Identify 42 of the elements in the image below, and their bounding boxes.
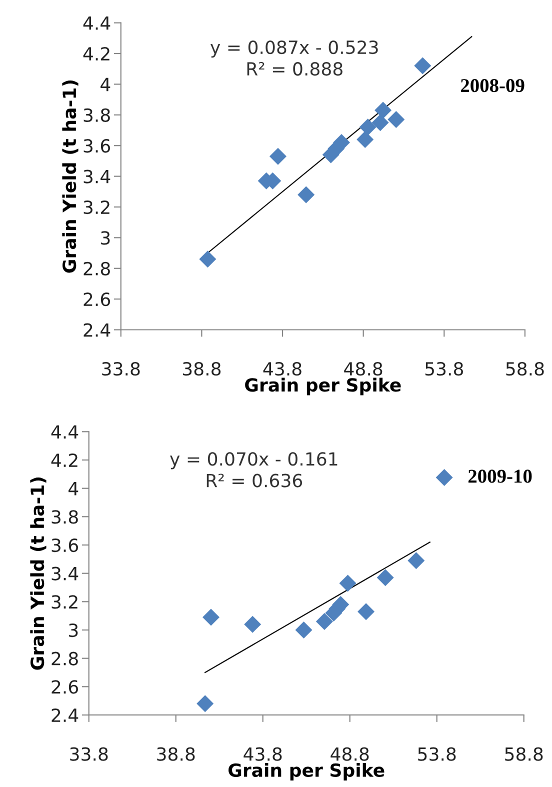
y-tick-label: 3.2 [84,200,110,214]
x-tick-label: 53.8 [425,362,464,376]
x-axis-title: Grain per Spike [245,378,401,396]
y-tick-label: 2.4 [52,708,78,722]
y-tick-label: 4 [100,78,110,92]
x-tick-label: 53.8 [418,747,456,761]
legend-label: 2009-10 [468,470,532,483]
x-tick-label: 43.8 [244,747,282,761]
x-tick-label: 33.8 [102,362,140,376]
x-tick-label: 48.8 [344,362,382,376]
annotation: y = 0.087x - 0.523 R² = 0.888 [210,40,378,76]
x-tick-label: 33.8 [70,747,108,761]
x-axis-title: Grain per Spike [228,763,384,780]
y-tick-label: 3.2 [52,595,78,609]
x-tick-label: 43.8 [263,362,302,376]
y-tick-label: 4.4 [51,425,78,439]
y-tick-label: 2.6 [84,292,110,306]
y-tick-label: 3.4 [84,170,110,184]
y-tick-label: 4 [68,482,78,496]
y-tick-label: 2.8 [84,262,110,276]
x-tick-label: 48.8 [330,747,369,761]
y-tick-label: 3.8 [52,510,78,524]
annotation: y = 0.070x - 0.161 R² = 0.636 [170,452,338,488]
y-tick-label: 2.4 [84,323,110,337]
y-tick-label: 3.8 [84,108,110,122]
y-tick-label: 3.6 [84,139,110,153]
y-tick-label: 4.2 [83,46,110,60]
y-tick-label: 3.4 [52,566,78,580]
y-tick-label: 3 [69,623,78,638]
annotation: 2008-09 [460,79,524,92]
x-tick-label: 38.8 [157,747,195,761]
y-tick-label: 2.8 [52,652,78,666]
y-tick-label: 3.6 [52,538,78,552]
x-tick-label: 38.8 [182,362,221,376]
y-axis-title: Grain Yield (t ha-1) [62,80,78,273]
y-tick-label: 4.2 [51,453,78,467]
y-axis-title: Grain Yield (t ha-1) [30,478,46,670]
x-tick-label: 58.8 [505,747,543,761]
y-tick-label: 2.6 [52,680,78,694]
y-tick-label: 4.4 [83,16,110,30]
x-tick-label: 58.8 [506,362,544,376]
y-tick-label: 3 [101,231,110,245]
